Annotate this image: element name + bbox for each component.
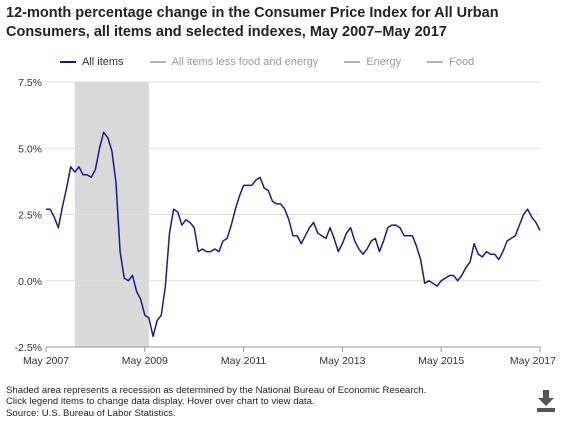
legend-swatch-all-items bbox=[60, 61, 76, 63]
footer-note-instructions: Click legend items to change data displa… bbox=[6, 396, 315, 408]
x-tick-label: May 2009 bbox=[122, 355, 168, 367]
chart-title-line2: Consumers, all items and selected indexe… bbox=[6, 24, 447, 40]
legend-label-core: All items less food and energy bbox=[171, 56, 319, 68]
legend-item-all-items[interactable]: All items bbox=[60, 56, 124, 68]
legend-item-core[interactable]: All items less food and energy bbox=[149, 56, 319, 68]
y-tick-label: 0.0% bbox=[18, 276, 42, 288]
x-tick-label: May 2007 bbox=[23, 355, 69, 367]
chart-title: 12-month percentage change in the Consum… bbox=[6, 4, 566, 42]
series-line-all-items bbox=[46, 131, 541, 338]
chart-plot[interactable]: 7.5% 5.0% 2.5% 0.0% -2.5%May 2007 May 2009 May… bbox=[0, 0, 581, 380]
y-tick-label: 5.0% bbox=[18, 143, 42, 155]
legend-label-food: Food bbox=[449, 56, 475, 68]
legend-swatch-food bbox=[427, 61, 444, 63]
x-tick-label: May 2017 bbox=[510, 355, 556, 367]
legend-item-food[interactable]: Food bbox=[427, 56, 474, 68]
axis-layer: 7.5% 5.0% 2.5% 0.0% -2.5%May 2007 May 2009 May… bbox=[15, 77, 557, 367]
legend-label-all-items: All items bbox=[82, 56, 124, 68]
x-tick-label: May 2011 bbox=[221, 355, 266, 367]
legend-swatch-energy bbox=[344, 61, 361, 63]
chart-footer: Shaded area represents a recession as de… bbox=[6, 385, 426, 419]
chart-legend: All items All items less food and energy… bbox=[60, 54, 500, 70]
x-tick-label: May 2013 bbox=[319, 355, 365, 367]
footer-note-recession: Shaded area represents a recession as de… bbox=[6, 385, 427, 396]
legend-swatch-core bbox=[149, 61, 166, 63]
legend-item-energy[interactable]: Energy bbox=[344, 56, 401, 68]
download-button[interactable] bbox=[535, 388, 557, 414]
x-tick-label: May 2015 bbox=[418, 355, 464, 367]
legend-label-energy: Energy bbox=[366, 56, 402, 68]
y-tick-label: -2.5% bbox=[15, 342, 42, 354]
y-tick-label: 7.5% bbox=[18, 77, 42, 89]
y-tick-label: 2.5% bbox=[18, 210, 42, 222]
chart-title-line1: 12-month percentage change in the Consum… bbox=[6, 5, 499, 21]
footer-source: Source: U.S. Bureau of Labor Statistics. bbox=[6, 407, 176, 419]
download-icon bbox=[537, 390, 555, 412]
series-layer bbox=[46, 131, 541, 338]
